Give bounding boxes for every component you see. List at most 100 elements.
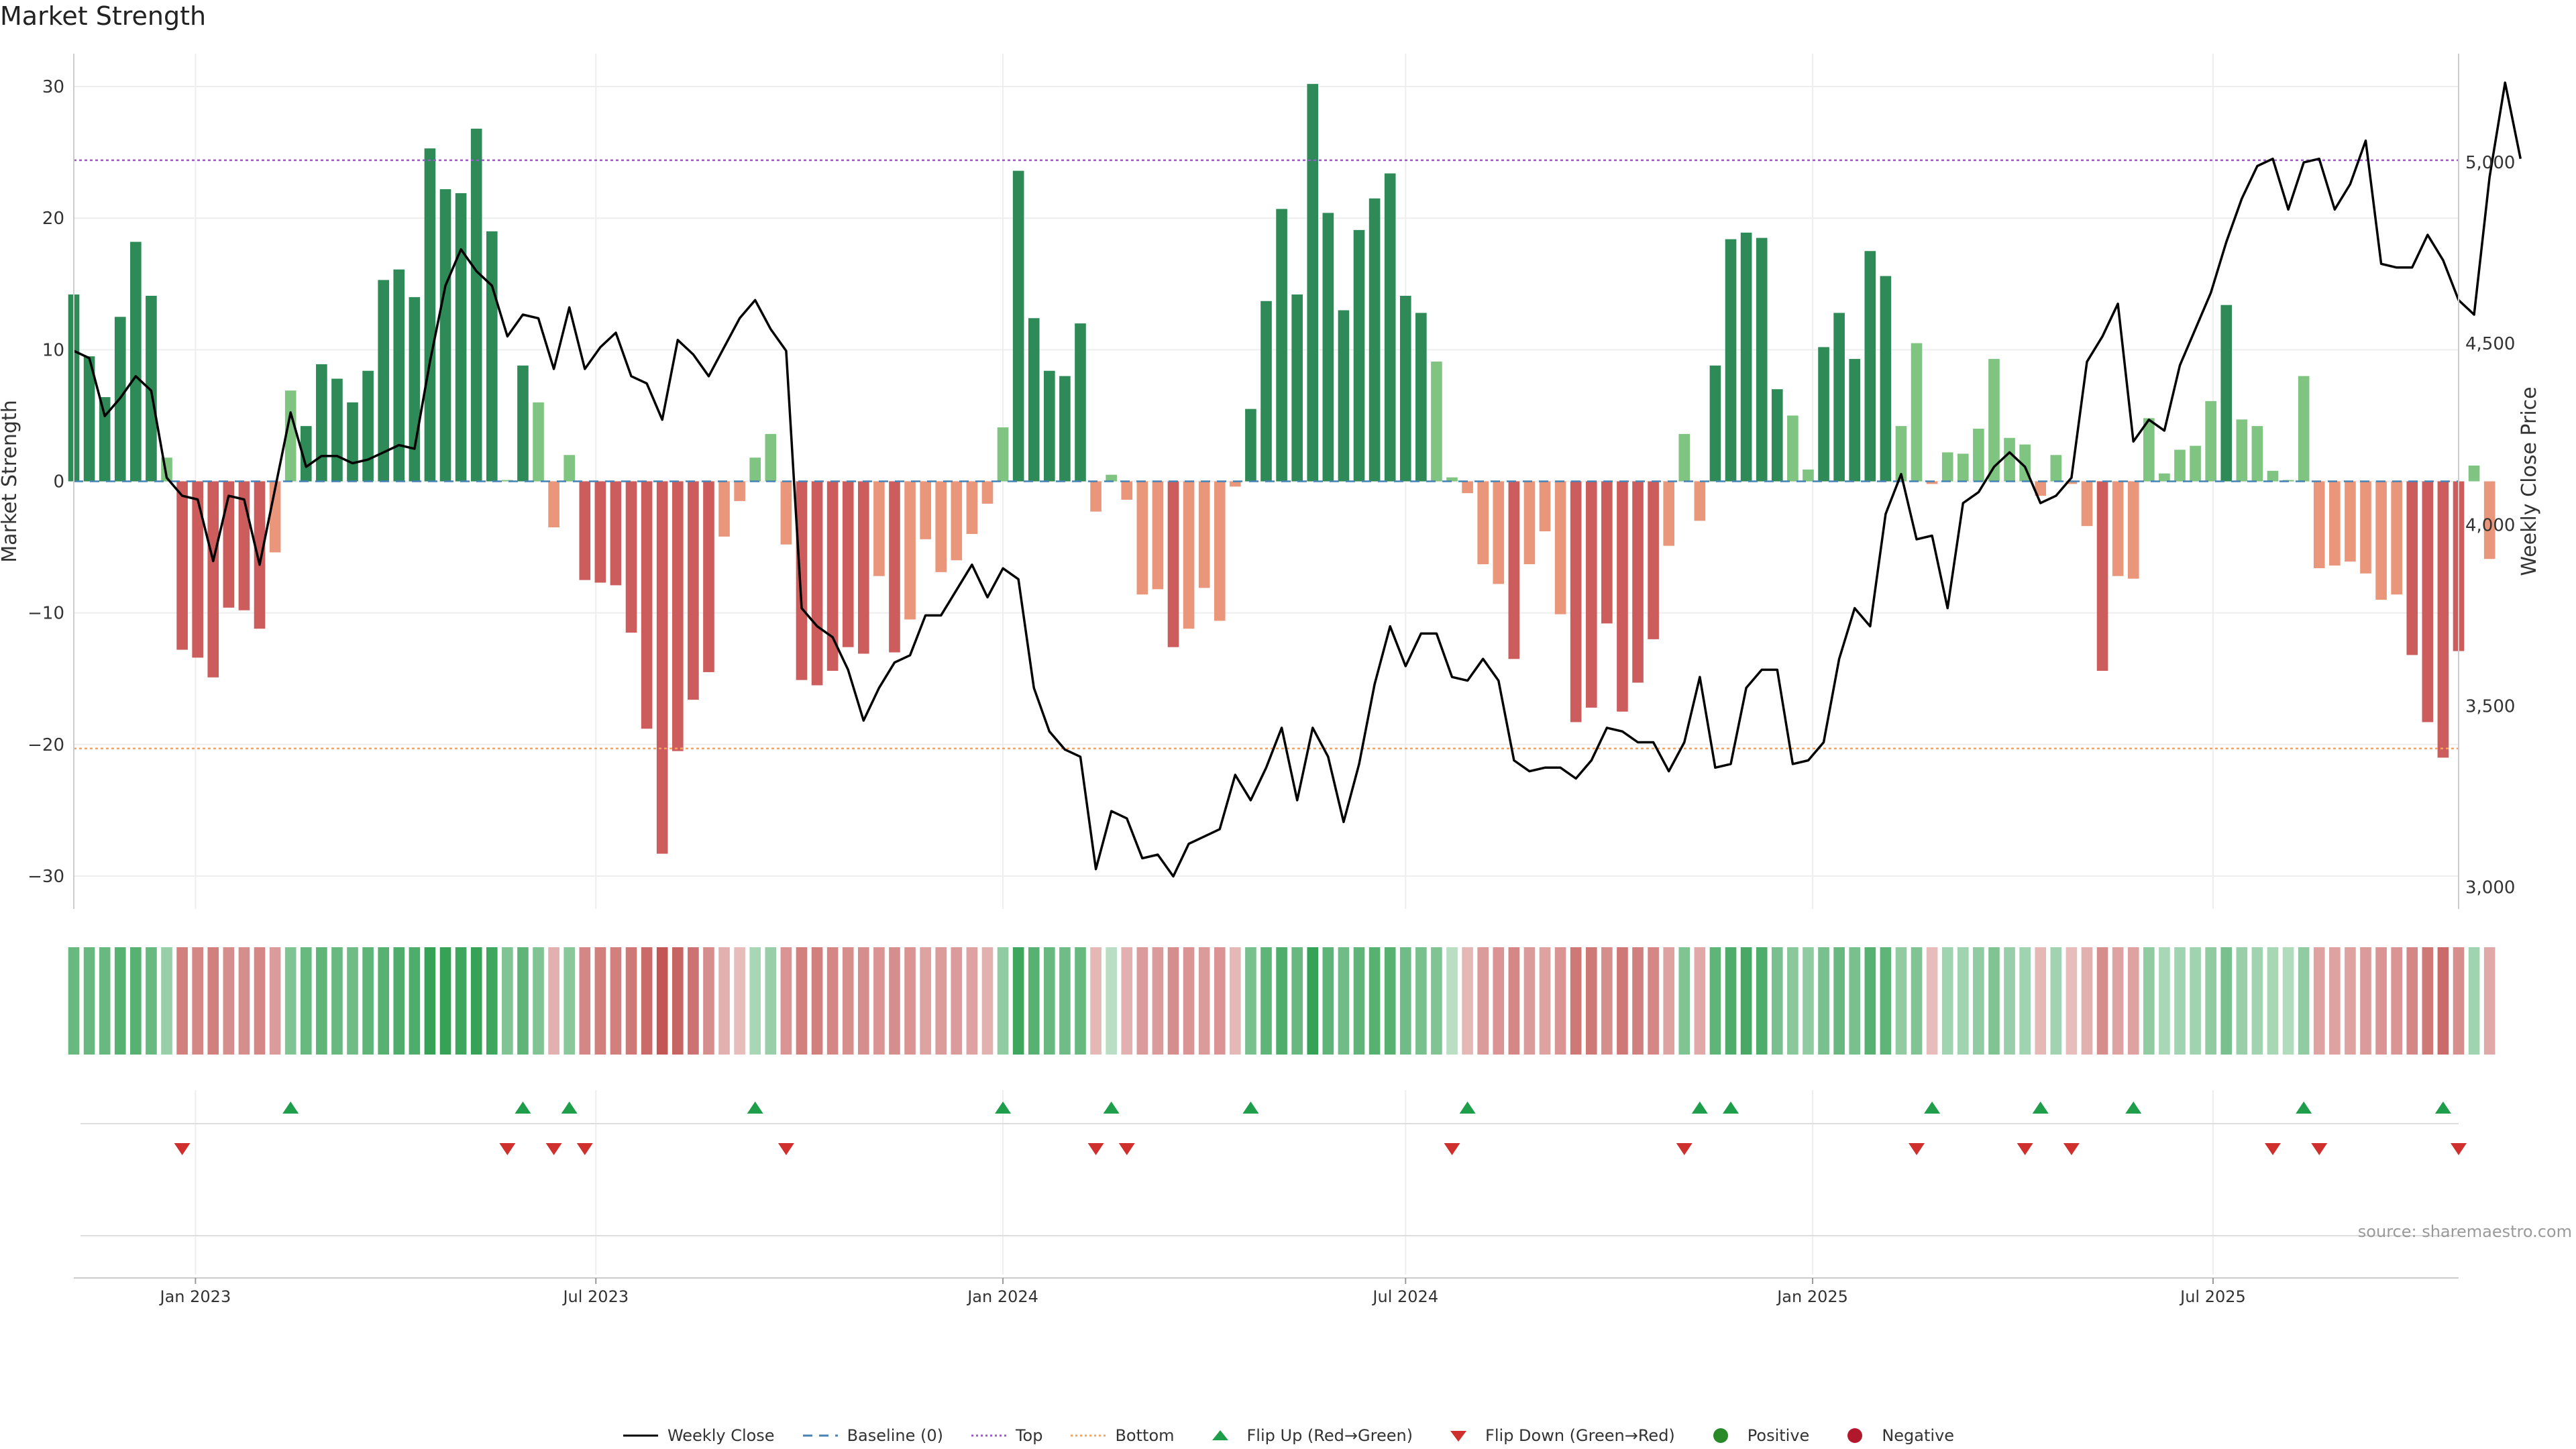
strength-bar [1957, 453, 1969, 482]
heatstrip-cell [842, 947, 854, 1055]
strength-bar [2220, 305, 2233, 482]
strength-bar [1230, 481, 1241, 487]
heatstrip-cell [2267, 947, 2279, 1055]
strength-bar [610, 481, 622, 586]
heatstrip-cell [2174, 947, 2186, 1055]
flip-up-marker [561, 1102, 578, 1114]
heatstrip-cell [1570, 947, 1582, 1055]
strength-bar [2391, 481, 2402, 595]
strength-bar [1973, 429, 1984, 482]
legend-item: Negative [1836, 1426, 1954, 1445]
heatstrip-cell [2220, 947, 2233, 1055]
strength-bar [1539, 481, 1551, 532]
strength-bar [1771, 389, 1783, 482]
strength-bar [1399, 295, 1411, 482]
heatstrip-cell [1663, 947, 1675, 1055]
legend-label: Flip Down (Green→Red) [1485, 1426, 1675, 1445]
strength-bar [548, 481, 559, 528]
heatstrip-cell [2050, 947, 2062, 1055]
strength-bar [826, 481, 839, 671]
flip-up-marker [1723, 1102, 1739, 1114]
x-tick-label: Jan 2025 [1776, 1287, 1848, 1306]
heatstrip-cell [1338, 947, 1350, 1055]
legend-symbol-icon [623, 1434, 658, 1437]
heatstrip-cell [1012, 947, 1024, 1055]
heatstrip-cell [2282, 947, 2294, 1055]
heatstrip-cell [2437, 947, 2449, 1055]
x-tick-label: Jan 2023 [159, 1287, 231, 1306]
heatstrip-cell [2190, 947, 2201, 1055]
strength-bar [656, 481, 668, 854]
heatstrip-cell [1399, 947, 1411, 1055]
strength-bar [718, 481, 730, 537]
heatstrip-cell [1523, 947, 1536, 1055]
heatstrip-cell [734, 947, 745, 1055]
heatstrip-cell [2004, 947, 2015, 1055]
weekly-close-price-line [73, 81, 2522, 878]
strength-bar [1725, 239, 1737, 482]
heatstrip-cell [207, 947, 219, 1055]
strength-bar [1523, 481, 1536, 565]
heatstrip-cell [1988, 947, 2000, 1055]
legend-label: Bottom [1115, 1426, 1175, 1445]
strength-bar [1601, 481, 1613, 624]
flip-down-marker [2311, 1143, 2328, 1155]
heatstrip-cell [1911, 947, 1923, 1055]
heatstrip-cell [920, 947, 931, 1055]
strength-bar [966, 481, 978, 534]
strength-bar [1864, 251, 1876, 482]
strength-bar [1462, 481, 1473, 494]
legend-dot [1847, 1428, 1863, 1443]
y-axis-label: Market Strength [0, 400, 21, 562]
strength-bar [192, 481, 203, 658]
legend-label: Weekly Close [667, 1426, 775, 1445]
heatstrip-cell [981, 947, 994, 1055]
strength-bar [1245, 409, 1256, 482]
heatstrip-cell [1493, 947, 1505, 1055]
heatstrip-cell [2035, 947, 2047, 1055]
heatstrip-cell [1322, 947, 1334, 1055]
strength-bars [68, 84, 2496, 854]
y-tick-label: 10 [42, 340, 64, 360]
heatstrip-cell [2360, 947, 2371, 1055]
strength-bar [1106, 474, 1117, 482]
legend-dot [1713, 1428, 1728, 1443]
heatstrip-cell [935, 947, 947, 1055]
heatstrip-cell [1477, 947, 1489, 1055]
heatstrip-cell [1756, 947, 1768, 1055]
heatstrip-cell [1895, 947, 1907, 1055]
strength-bar [780, 481, 792, 545]
heatstrip-cell [1617, 947, 1628, 1055]
flip-up-marker [1103, 1102, 1120, 1114]
strength-bar [1678, 433, 1690, 482]
strength-bar [1988, 359, 2000, 482]
heatstrip-cell [439, 947, 451, 1055]
strength-bar [1803, 469, 1814, 482]
heatstrip-cell [641, 947, 653, 1055]
strength-bar [1167, 481, 1179, 647]
heatstrip-cell [1585, 947, 1597, 1055]
flip-down-marker [2017, 1143, 2033, 1155]
heatstrip-cell [579, 947, 591, 1055]
heatstrip-cell [1059, 947, 1071, 1055]
strength-bar [316, 364, 327, 482]
strength-bar [254, 481, 266, 629]
flip-up-marker [2434, 1102, 2451, 1114]
heatstrip-cell [796, 947, 808, 1055]
heatstrip-cell [99, 947, 111, 1055]
legend-symbol-icon [1450, 1431, 1467, 1442]
flip-up-marker [1691, 1102, 1708, 1114]
strength-bar [579, 481, 591, 580]
strength-bar [842, 481, 854, 647]
strength-bar [2406, 481, 2418, 655]
axes: 30 20 10 0 −10 −20 −30 3,000 3,500 4,000 4,500 5,00… [0, 54, 2541, 909]
flip-markers [80, 1102, 2467, 1236]
heatstrip-cell [1771, 947, 1783, 1055]
strength-bar [1849, 359, 1861, 482]
strength-bar [1307, 84, 1319, 482]
strength-bar [1028, 318, 1040, 482]
legend-item: Positive [1702, 1426, 1809, 1445]
strength-bar [1941, 452, 1953, 482]
strength-bar [362, 370, 374, 482]
heatstrip-cell [2127, 947, 2139, 1055]
